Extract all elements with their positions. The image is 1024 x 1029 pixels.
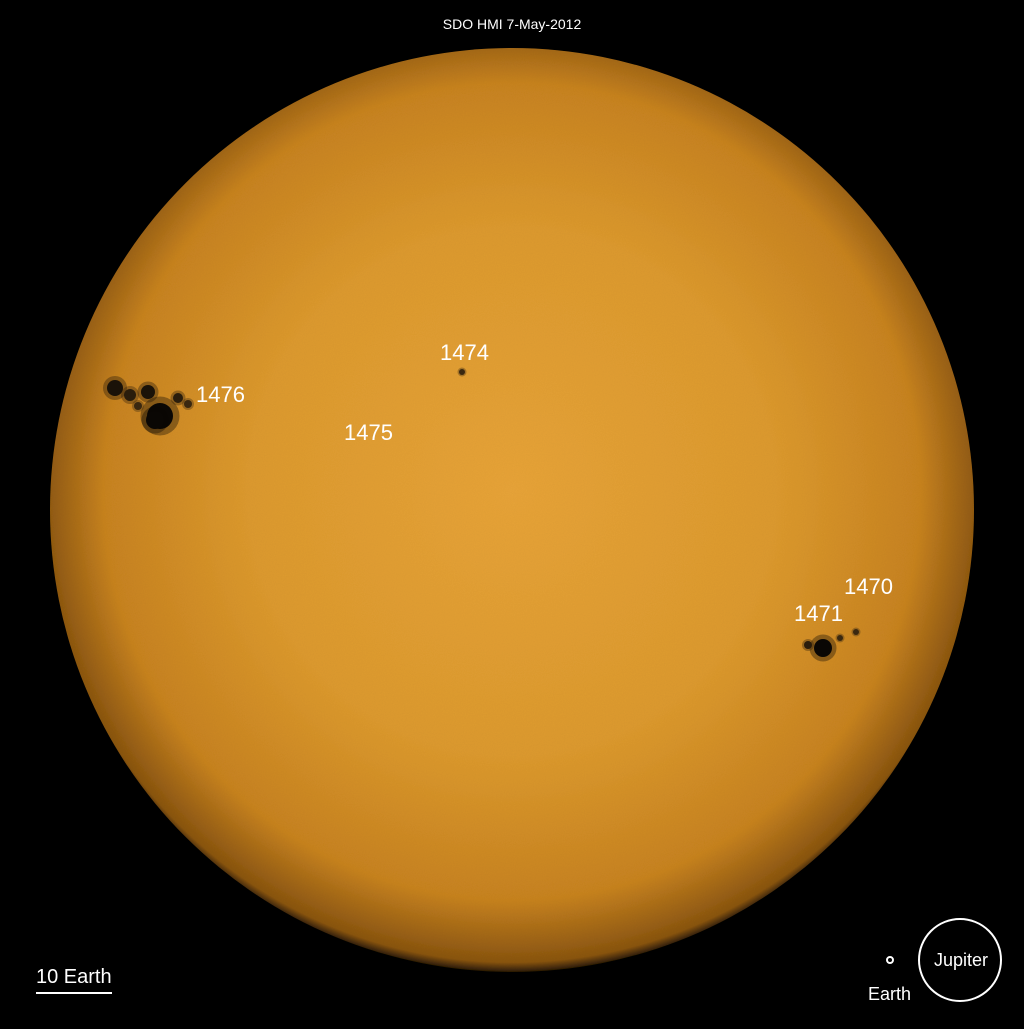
sunspot-1476 <box>146 411 164 429</box>
sunspot-label-1475: 1475 <box>344 420 393 446</box>
sunspot-label-1474: 1474 <box>440 340 489 366</box>
sunspot-1476 <box>124 389 136 401</box>
sun-image-svg <box>0 0 1024 1024</box>
sunspot-1476 <box>134 402 142 410</box>
sunspot-1476 <box>107 380 123 396</box>
earth-reference-circle <box>886 956 894 964</box>
sunspot-1476 <box>173 393 183 403</box>
jupiter-reference-label: Jupiter <box>934 950 988 971</box>
solar-diagram: SDO HMI 7-May-2012 14761474147514701471 … <box>0 0 1024 1024</box>
sunspot-1476 <box>141 385 155 399</box>
sun-disk <box>50 48 974 972</box>
sunspot-1471 <box>853 629 859 635</box>
image-caption: SDO HMI 7-May-2012 <box>443 16 581 32</box>
sunspot-1474 <box>459 369 465 375</box>
earth-reference-label: Earth <box>868 984 911 1005</box>
sunspot-1471 <box>837 635 843 641</box>
sunspot-label-1476: 1476 <box>196 382 245 408</box>
sunspot-label-1470: 1470 <box>844 574 893 600</box>
sunspot-1471 <box>814 639 832 657</box>
scale-bar-label: 10 Earth <box>36 966 112 994</box>
sunspot-1476 <box>184 400 192 408</box>
sunspot-label-1471: 1471 <box>794 601 843 627</box>
sunspot-1471 <box>804 641 812 649</box>
